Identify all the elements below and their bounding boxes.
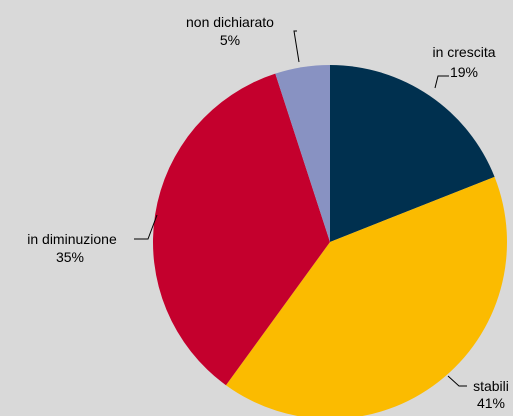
pie-slice-stabili [225,176,507,416]
pie-slice-non-dichiarato [275,65,330,242]
leader-line-non-dichiarato [293,30,300,63]
leader-line-in-crescita [434,75,449,89]
slice-label-in-diminuzione: in diminuzione [27,231,117,247]
leader-line-in-diminuzione [134,214,158,240]
slice-value-non-dichiarato: 5% [220,32,240,48]
pie-slices [152,65,507,416]
slice-value-in-diminuzione: 35% [56,249,84,265]
pie-slice-in-diminuzione [152,73,330,386]
leader-line-stabili [447,375,467,387]
slice-label-non-dichiarato: non dichiarato [186,14,274,30]
slice-label-stabili: stabili [473,378,509,394]
slice-value-stabili: 41% [477,395,505,411]
pie-slice-in-crescita [330,65,495,242]
slice-value-in-crescita: 19% [450,64,478,80]
slice-label-in-crescita: in crescita [432,44,495,60]
